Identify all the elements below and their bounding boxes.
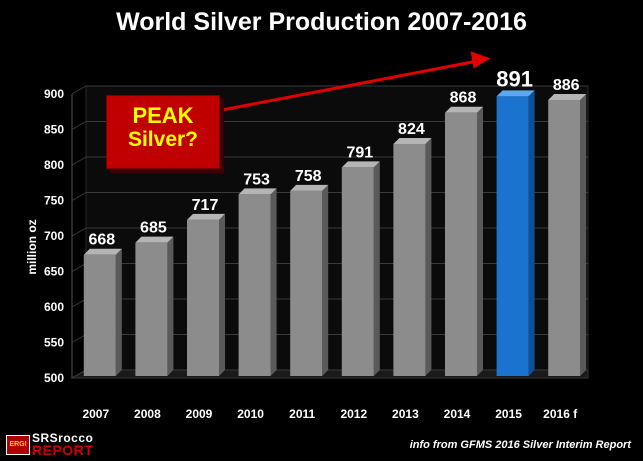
bar-top xyxy=(290,184,329,191)
x-tick-label: 2015 xyxy=(495,407,522,421)
bar-side xyxy=(425,137,432,376)
gridline-depth xyxy=(71,298,87,308)
gridline-depth xyxy=(71,156,87,166)
callout-line-2: Silver? xyxy=(127,128,199,151)
bar-2009 xyxy=(187,219,219,376)
bar-top xyxy=(238,188,277,195)
x-tick-label: 2012 xyxy=(340,407,367,421)
bar-top xyxy=(135,236,174,243)
x-tick-label: 2007 xyxy=(82,407,109,421)
data-label: 668 xyxy=(88,232,115,249)
y-tick-label: 750 xyxy=(44,194,64,208)
data-label: 753 xyxy=(243,171,270,188)
bar-side xyxy=(580,93,587,376)
y-tick-label: 800 xyxy=(44,158,64,172)
bar-top xyxy=(341,161,380,168)
peak-arrow-shaft xyxy=(221,58,481,112)
gridline-depth xyxy=(71,85,87,95)
bar-2010 xyxy=(238,194,271,376)
bar-side xyxy=(115,248,122,376)
bar-top xyxy=(83,248,122,255)
x-tick-label: 2011 xyxy=(289,407,315,421)
bar-side xyxy=(219,213,225,376)
bar-side xyxy=(167,236,174,376)
x-tick-label: 2013 xyxy=(392,407,419,421)
gridline-depth xyxy=(71,263,87,272)
gridline-depth xyxy=(71,121,87,130)
peak-arrow-head xyxy=(470,51,491,69)
y-tick-label: 550 xyxy=(44,336,64,350)
y-axis-label: million oz xyxy=(25,219,39,275)
data-label: 868 xyxy=(450,90,477,107)
y-tick-label: 600 xyxy=(44,300,64,314)
y-tick-label: 900 xyxy=(44,87,64,101)
bar-side xyxy=(528,90,535,376)
bar-2008 xyxy=(135,242,168,376)
bar-2016-f xyxy=(548,99,581,376)
data-label: 758 xyxy=(295,168,322,185)
peak-silver-callout: PEAK Silver? xyxy=(106,95,220,169)
bar-top xyxy=(496,90,535,97)
y-tick-label: 700 xyxy=(44,229,64,243)
bar-top xyxy=(548,93,587,100)
callout-line-1: PEAK xyxy=(132,103,194,128)
data-label: 891 xyxy=(496,66,533,91)
logo-badge: ERGI xyxy=(6,435,30,455)
y-tick-label: 650 xyxy=(44,265,64,279)
source-note: info from GFMS 2016 Silver Interim Repor… xyxy=(409,439,631,451)
data-label: 717 xyxy=(192,197,219,214)
bar-2012 xyxy=(341,167,374,376)
y-tick-label: 850 xyxy=(44,123,64,137)
data-label: 791 xyxy=(346,144,373,161)
gridline-depth xyxy=(71,192,87,201)
gridline-depth xyxy=(71,334,87,343)
x-tick-label: 2016 f xyxy=(543,407,578,421)
bar-side xyxy=(270,188,277,376)
x-tick-label: 2009 xyxy=(186,407,213,421)
bar-2014 xyxy=(445,112,477,376)
data-label: 685 xyxy=(140,220,167,237)
gridline-depth xyxy=(71,369,87,379)
bar-side xyxy=(322,184,329,376)
x-tick-label: 2010 xyxy=(237,407,264,421)
logo-line-1: SRSrocco xyxy=(32,431,94,445)
bar-side xyxy=(477,106,483,376)
bar-top xyxy=(393,137,432,144)
bar-2013 xyxy=(393,143,426,376)
x-tick-label: 2014 xyxy=(444,407,471,421)
bar-2011 xyxy=(290,190,323,376)
bar-top xyxy=(187,213,225,220)
gridline-depth xyxy=(71,227,87,237)
bar-top xyxy=(445,106,483,113)
data-label: 824 xyxy=(398,121,425,138)
chart-title: World Silver Production 2007-2016 xyxy=(116,8,527,36)
bar-2007 xyxy=(83,254,116,376)
logo-line-2: REPORT xyxy=(32,442,94,458)
bar-2015 xyxy=(496,96,529,376)
y-tick-label: 500 xyxy=(44,371,64,385)
srsrocco-logo: ERGI SRSrocco REPORT xyxy=(6,431,128,458)
data-label: 886 xyxy=(553,77,580,94)
x-tick-label: 2008 xyxy=(134,407,161,421)
bar-side xyxy=(373,161,380,376)
